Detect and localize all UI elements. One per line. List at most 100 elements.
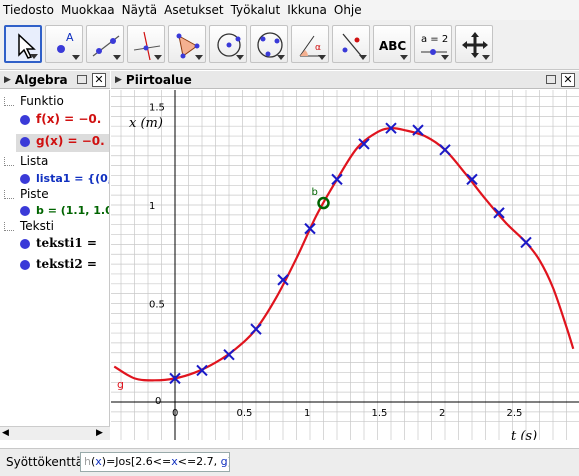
move-graphics-view-tool-icon xyxy=(462,32,488,58)
menu-item-6[interactable]: Ohje xyxy=(333,3,362,17)
data-point[interactable] xyxy=(169,372,181,385)
input-label: Syöttökenttä: xyxy=(6,455,88,469)
input-token-4: x xyxy=(171,455,178,468)
category-funktio[interactable]: Funktio xyxy=(4,94,64,112)
menu-item-4[interactable]: Työkalut xyxy=(230,3,281,17)
visibility-dot-icon[interactable] xyxy=(20,114,30,125)
plot-canvas[interactable]: 0 0.5 1 1.5 2 2.5 0 0.5 1 1.5 x (m) t (s) g b xyxy=(111,90,579,440)
data-point[interactable] xyxy=(304,222,316,235)
data-point[interactable] xyxy=(520,236,532,249)
text-tool-icon: ABC xyxy=(379,39,406,53)
line-tool-button[interactable] xyxy=(86,25,124,63)
category-teksti[interactable]: Teksti xyxy=(4,219,54,237)
dropdown-triangle-icon[interactable] xyxy=(72,55,80,60)
x-tick-label: 1.5 xyxy=(372,408,388,419)
dropdown-triangle-icon[interactable] xyxy=(482,55,490,60)
close-graphics-icon[interactable]: ✕ xyxy=(561,73,575,87)
menu-item-5[interactable]: Ikkuna xyxy=(287,3,327,17)
collapse-arrow-icon[interactable]: ▶ xyxy=(4,74,11,85)
category-label: Piste xyxy=(20,187,49,201)
visibility-dot-icon[interactable] xyxy=(20,238,30,249)
category-lista[interactable]: Lista xyxy=(4,154,48,172)
dropdown-triangle-icon[interactable] xyxy=(441,55,449,60)
algebra-horizontal-scrollbar[interactable]: ◀ ▶ xyxy=(0,426,110,440)
dropdown-triangle-icon[interactable] xyxy=(277,55,285,60)
data-point[interactable] xyxy=(466,173,478,186)
dropdown-triangle-icon[interactable] xyxy=(359,55,367,60)
algebra-item-f[interactable]: f(x) = −0. xyxy=(10,112,101,130)
polygon-tool-button[interactable] xyxy=(168,25,206,63)
text-tool-button[interactable]: ABC xyxy=(373,25,411,63)
dropdown-triangle-icon[interactable] xyxy=(154,55,162,60)
point-tool-icon: A xyxy=(57,31,74,53)
category-label: Funktio xyxy=(20,94,64,108)
svg-text:a = 2: a = 2 xyxy=(421,34,448,45)
scroll-left-icon[interactable]: ◀ xyxy=(2,428,9,438)
algebra-item-teksti2[interactable]: teksti2 = xyxy=(10,257,97,275)
perpendicular-line-tool-icon xyxy=(133,31,161,61)
y-tick-label: 1 xyxy=(149,201,155,212)
input-field[interactable]: h(x)=Jos[2.6<=x<=2.7, g] xyxy=(80,452,230,472)
move-graphics-view-tool-button[interactable] xyxy=(455,25,493,63)
dropdown-triangle-icon[interactable] xyxy=(195,55,203,60)
scroll-right-icon[interactable]: ▶ xyxy=(96,428,103,438)
data-point[interactable] xyxy=(250,323,262,335)
category-piste[interactable]: Piste xyxy=(4,187,49,205)
x-tick-label: 0.5 xyxy=(237,408,253,419)
algebra-view: Funktio f(x) = −0. g(x) = −0. Lista list… xyxy=(0,90,110,426)
circle-three-points-tool-button[interactable] xyxy=(250,25,288,63)
visibility-dot-icon[interactable] xyxy=(20,259,30,270)
reflect-tool-icon xyxy=(342,33,364,59)
dropdown-triangle-icon[interactable] xyxy=(400,55,408,60)
undock-icon[interactable] xyxy=(546,75,556,84)
menu-item-0[interactable]: Tiedosto xyxy=(3,3,54,17)
input-token-0: h xyxy=(84,455,91,468)
dropdown-triangle-icon[interactable] xyxy=(113,55,121,60)
point-b[interactable] xyxy=(317,196,330,210)
menu-item-2[interactable]: Näytä xyxy=(121,3,158,17)
visibility-dot-icon[interactable] xyxy=(20,173,30,184)
visibility-dot-icon[interactable] xyxy=(20,205,30,216)
undock-icon[interactable] xyxy=(77,75,87,84)
data-point[interactable] xyxy=(331,173,343,186)
menu-item-3[interactable]: Asetukset xyxy=(164,3,224,17)
collapse-arrow-icon[interactable]: ▶ xyxy=(115,74,122,85)
algebra-item-b[interactable]: b = (1.1, 1.0 xyxy=(10,203,109,221)
menu-bar: Tiedosto Muokkaa Näytä Asetukset Työkalut Ikk… xyxy=(0,0,579,20)
y-tick-label: 1.5 xyxy=(149,103,165,114)
algebra-item-teksti1[interactable]: teksti1 = xyxy=(10,236,97,254)
svg-text:α: α xyxy=(315,43,321,53)
graphics-view[interactable]: 0 0.5 1 1.5 2 2.5 0 0.5 1 1.5 x (m) t (s) g b xyxy=(111,90,579,440)
angle-tool-button[interactable]: α xyxy=(291,25,329,63)
y-tick-label: 0 xyxy=(155,396,161,407)
x-tick-label: 2.5 xyxy=(507,408,523,419)
g-definition: g(x) = −0. xyxy=(36,134,105,148)
data-point[interactable] xyxy=(277,274,289,286)
data-point[interactable] xyxy=(223,349,235,361)
reflect-tool-button[interactable] xyxy=(332,25,370,63)
algebra-item-g[interactable]: g(x) = −0. xyxy=(16,134,109,152)
data-point[interactable] xyxy=(358,138,370,150)
data-point[interactable] xyxy=(412,124,424,136)
close-algebra-icon[interactable]: ✕ xyxy=(92,73,106,87)
slider-tool-button[interactable]: a = 2 xyxy=(414,25,452,63)
move-tool-button[interactable] xyxy=(4,25,42,63)
data-point[interactable] xyxy=(385,122,397,134)
point-tool-button[interactable]: A xyxy=(45,25,83,63)
algebra-panel-titlebar: ▶ Algebra ✕ xyxy=(0,71,110,89)
dropdown-triangle-icon[interactable] xyxy=(30,54,38,59)
move-tool-icon xyxy=(18,33,36,59)
visibility-dot-icon[interactable] xyxy=(20,136,30,147)
circle-tool-button[interactable] xyxy=(209,25,247,63)
data-point[interactable] xyxy=(439,144,451,156)
dropdown-triangle-icon[interactable] xyxy=(318,55,326,60)
category-label: Teksti xyxy=(20,219,54,233)
menu-item-1[interactable]: Muokkaa xyxy=(60,3,115,17)
algebra-item-lista1[interactable]: lista1 = {(0, xyxy=(10,171,109,189)
perpendicular-line-tool-button[interactable] xyxy=(127,25,165,63)
data-point[interactable] xyxy=(493,207,505,219)
dropdown-triangle-icon[interactable] xyxy=(236,55,244,60)
data-point[interactable] xyxy=(196,364,208,377)
x-axis-label: t (s) xyxy=(511,429,537,440)
teksti2-definition: teksti2 = xyxy=(36,257,97,271)
